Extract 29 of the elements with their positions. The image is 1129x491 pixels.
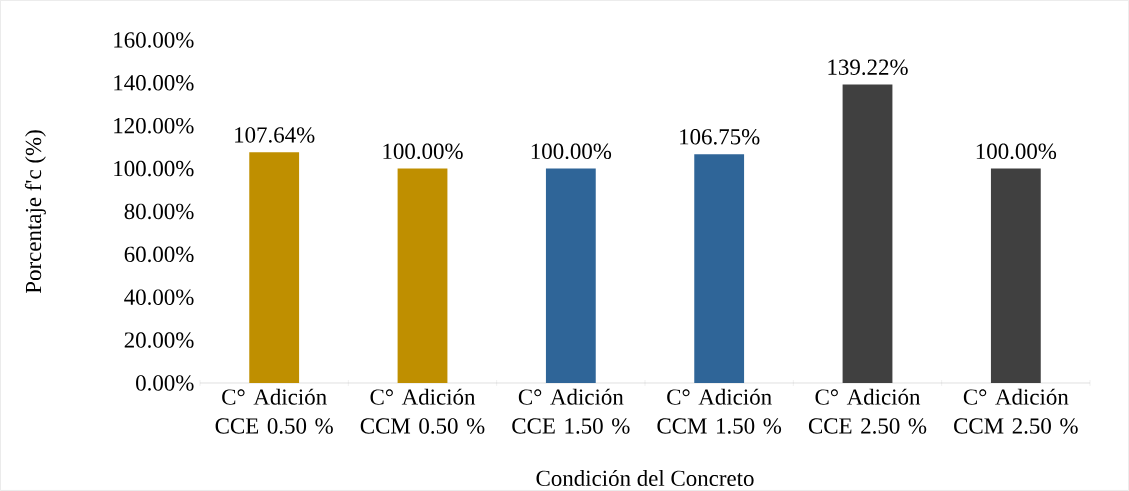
bar xyxy=(842,84,893,383)
y-tick-label: 20.00% xyxy=(124,332,194,348)
y-tick-label: 140.00% xyxy=(114,75,194,91)
bar xyxy=(694,154,745,383)
data-label: 100.00% xyxy=(976,143,1057,160)
y-tick-label: 160.00% xyxy=(114,32,194,48)
x-tick-label: C° Adición CCE 0.50 % xyxy=(215,388,333,434)
x-tick-label: C° Adición CCE 2.50 % xyxy=(808,388,927,434)
data-label: 100.00% xyxy=(383,143,463,160)
bar xyxy=(397,168,448,383)
y-tick-label: 80.00% xyxy=(124,203,194,220)
y-tick-label: 100.00% xyxy=(114,160,194,177)
x-tick-label: C° Adición CCM 1.50 % xyxy=(657,388,782,434)
data-label: 106.75% xyxy=(680,129,760,145)
bar xyxy=(990,168,1041,383)
y-tick-label: 120.00% xyxy=(114,117,194,134)
bar xyxy=(249,152,300,383)
x-tick-label: C° Adición CCE 1.50 % xyxy=(512,388,630,434)
data-label: 100.00% xyxy=(531,143,612,160)
y-axis-title: Porcentaje f'c (%) xyxy=(24,130,46,294)
x-tick-label: C° Adición CCM 0.50 % xyxy=(360,388,485,434)
y-tick-label: 40.00% xyxy=(124,289,194,306)
bar xyxy=(545,168,596,383)
x-tick-label: C° Adición CCM 2.50 % xyxy=(954,388,1078,434)
x-axis-title: Condición del Concreto xyxy=(536,469,754,487)
y-tick-label: 0.00% xyxy=(136,375,194,391)
y-tick-label: 60.00% xyxy=(124,246,194,263)
data-label: 107.64% xyxy=(235,127,315,143)
data-label: 139.22% xyxy=(828,59,908,76)
